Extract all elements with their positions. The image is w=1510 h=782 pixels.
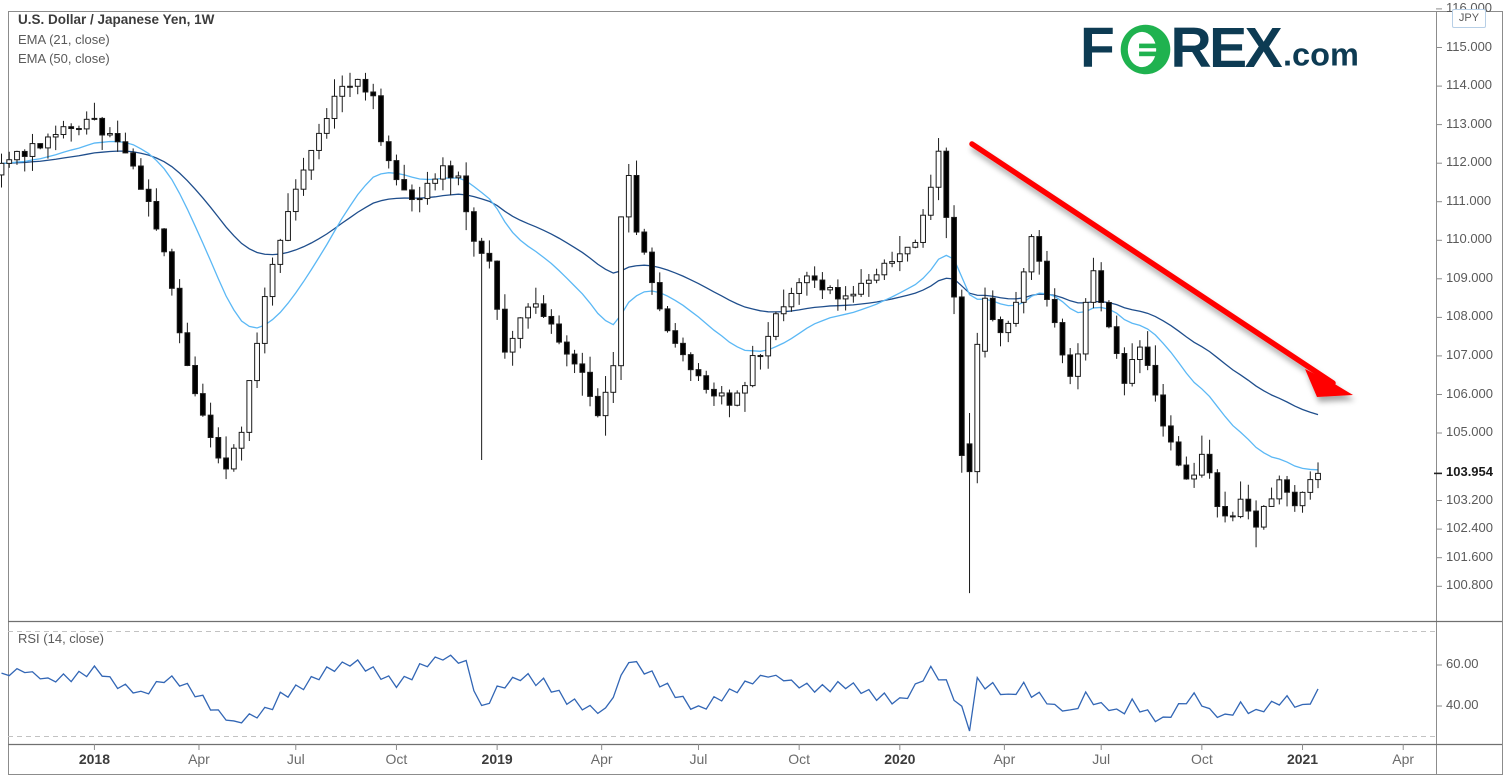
svg-text:.com: .com [1283,36,1359,72]
svg-text:F: F [1080,17,1113,79]
svg-text:REX: REX [1171,17,1283,79]
